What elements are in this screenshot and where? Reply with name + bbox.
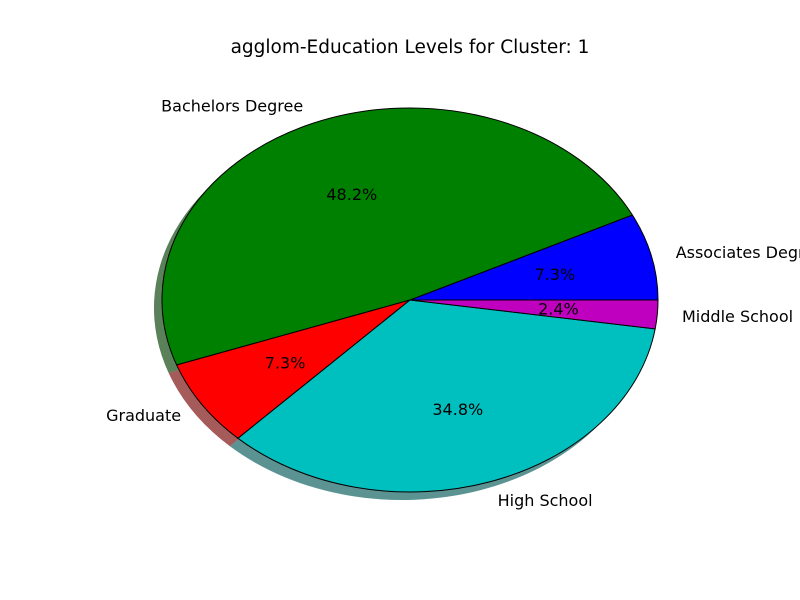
category-label-high-school: High School <box>498 491 593 510</box>
pct-label-bachelors-degree: 48.2% <box>326 185 377 204</box>
pct-label-associates-degree: 7.3% <box>535 265 576 284</box>
pct-label-middle-school: 2.4% <box>538 300 579 319</box>
pct-label-graduate: 7.3% <box>265 354 306 373</box>
category-label-middle-school: Middle School <box>682 307 793 326</box>
category-label-graduate: Graduate <box>106 406 181 425</box>
slice-bachelors-degree <box>161 107 633 366</box>
pie-slices <box>161 107 659 493</box>
slice-associates-degree <box>409 214 659 301</box>
pie-labels: 7.3% Associates Degree 48.2% Bachelors Degr… <box>106 97 800 510</box>
category-label-bachelors-degree: Bachelors Degree <box>161 97 303 116</box>
slice-graduate <box>176 299 411 439</box>
chart-title: agglom-Education Levels for Cluster: 1 <box>231 37 590 58</box>
category-label-associates-degree: Associates Degree <box>676 243 800 262</box>
slice-high-school <box>237 299 656 493</box>
slice-middle-school <box>409 299 659 330</box>
pct-label-high-school: 34.8% <box>432 400 483 419</box>
